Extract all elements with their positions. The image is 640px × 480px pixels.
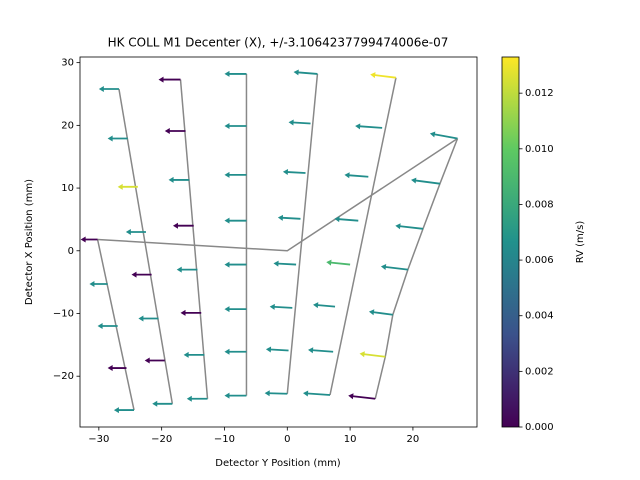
arrow [224,392,247,399]
arrow [168,176,190,183]
x-axis-label: Detector Y Position (mm) [215,458,341,469]
arrow [186,395,208,402]
chart-title: HK COLL M1 Decenter (X), +/-3.1064237799… [108,36,449,50]
colorbar-tick-label: 0.006 [525,255,554,266]
arrow [144,357,165,364]
arrow [282,169,306,176]
arrow [180,309,202,316]
arrow [131,271,152,278]
colorbar-tick-label: 0.010 [525,144,554,155]
trace-line [374,138,459,399]
arrow [98,85,119,92]
arrow [348,393,376,400]
colorbar-tick-label: 0.002 [525,366,554,377]
arrow [269,303,293,310]
y-tick-label: 30 [61,58,74,69]
y-tick-label: 20 [61,120,74,131]
arrow [89,281,108,288]
arrow [293,69,318,76]
y-tick-label: −20 [53,371,74,382]
arrow [302,390,331,397]
arrow [313,302,336,309]
arrow [355,123,383,130]
trace-line [179,79,209,399]
arrow [380,264,409,271]
x-tick-label: −20 [151,434,172,445]
arrow [395,223,424,230]
arrow [172,222,194,229]
trace-line [118,88,174,404]
arrow [107,135,128,142]
arrow [224,70,247,77]
arrow [326,259,351,266]
plot-frame [79,56,478,428]
arrow [224,122,247,129]
arrow [411,177,441,185]
arrow [164,128,186,134]
arrow [158,76,181,83]
colorbar [501,56,520,428]
arrow [224,306,247,313]
trace-line [96,239,135,411]
arrow [370,72,397,79]
colorbar-tick-label: 0.008 [525,199,554,210]
arrow [224,261,247,268]
arrow [265,346,289,353]
arrow [368,309,393,316]
trace-line [97,137,458,252]
colorbar-tick-label: 0.012 [525,88,554,99]
colorbar-tick-label: 0.004 [525,311,554,322]
x-tick-label: 10 [344,434,357,445]
arrow [176,266,198,273]
colorbar-tick-label: 0.000 [525,422,554,433]
arrow [224,348,247,355]
arrow [429,131,458,140]
arrow [308,347,334,354]
arrow [80,236,98,243]
arrow [359,351,386,358]
trace-line [286,73,319,394]
arrow [277,214,301,221]
trace-line [329,77,397,396]
y-tick-label: 0 [68,246,74,257]
arrow [224,171,247,178]
arrow [113,407,135,414]
arrow [107,365,127,372]
arrow [183,351,205,358]
arrow [224,217,247,224]
y-tick-label: 10 [61,183,74,194]
arrow [273,260,297,267]
x-tick-label: 20 [407,434,420,445]
arrow [288,119,311,126]
arrow [264,390,288,397]
arrow [138,315,159,322]
arrow [344,172,369,179]
arrow [97,323,118,330]
y-axis-label: Detector X Position (mm) [24,179,35,305]
arrow [334,216,359,223]
arrow [125,228,146,235]
colorbar-label: RV (m/s) [575,221,586,264]
x-tick-label: −30 [88,434,109,445]
x-tick-label: 0 [284,434,290,445]
y-tick-label: −10 [53,308,74,319]
arrow [117,183,138,190]
x-tick-label: −10 [214,434,235,445]
arrow [152,400,173,407]
